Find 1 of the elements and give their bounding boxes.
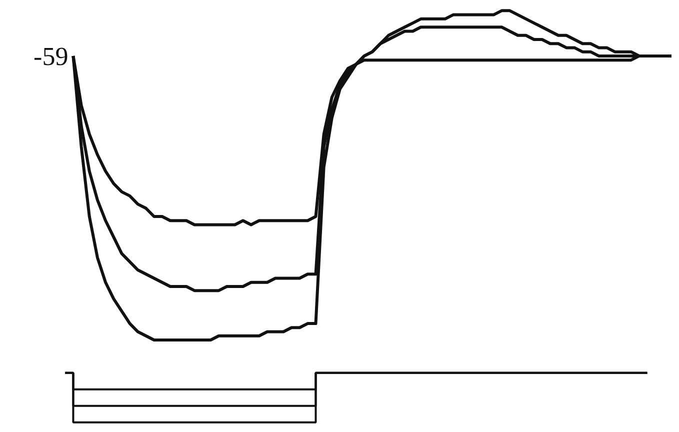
annotation: -59 [34, 42, 68, 71]
